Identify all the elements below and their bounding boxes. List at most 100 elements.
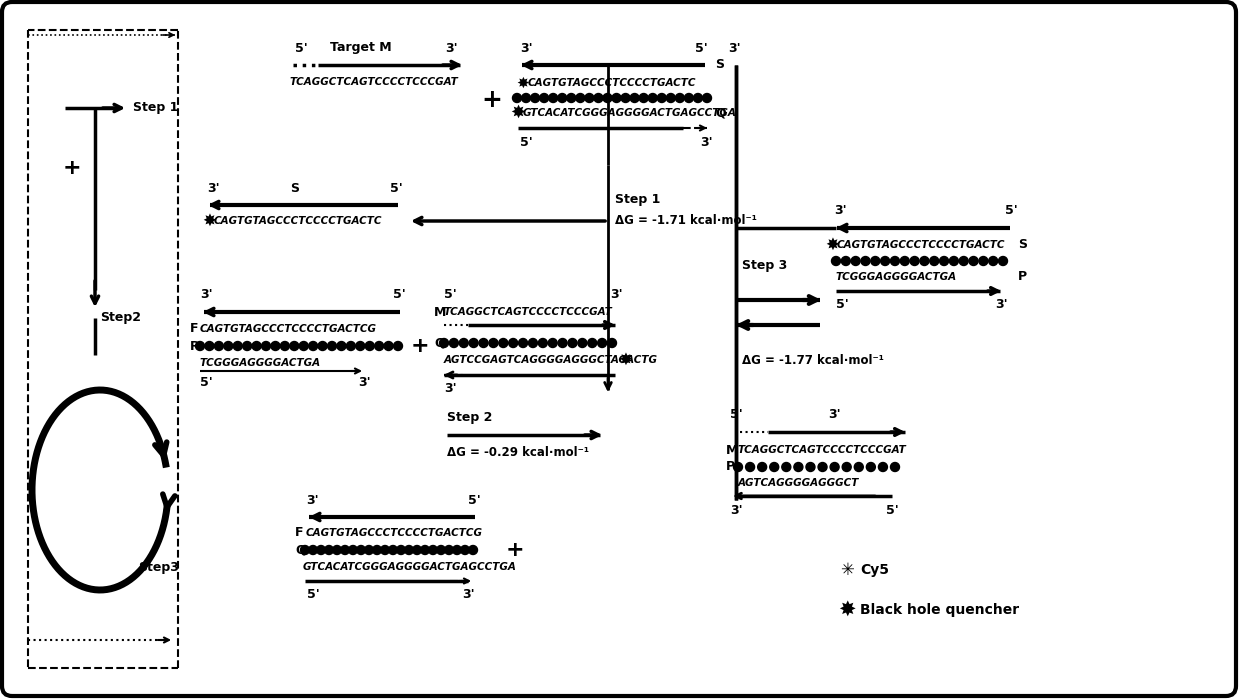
Circle shape — [567, 94, 575, 102]
Text: 5': 5' — [391, 181, 403, 195]
Circle shape — [459, 339, 469, 347]
Circle shape — [346, 342, 356, 351]
Circle shape — [930, 256, 939, 265]
Text: S: S — [290, 181, 299, 195]
Text: +: + — [481, 88, 502, 112]
Circle shape — [832, 256, 841, 265]
Circle shape — [578, 339, 587, 347]
Circle shape — [594, 94, 603, 102]
Text: 3': 3' — [728, 41, 740, 55]
Circle shape — [444, 545, 454, 554]
Circle shape — [357, 545, 366, 554]
Circle shape — [325, 545, 334, 554]
Circle shape — [666, 94, 676, 102]
Text: Step 1: Step 1 — [615, 193, 661, 206]
Circle shape — [960, 256, 968, 265]
Text: 3': 3' — [445, 41, 458, 55]
Circle shape — [585, 94, 594, 102]
Text: +: + — [410, 336, 429, 356]
Circle shape — [404, 545, 413, 554]
Circle shape — [758, 463, 766, 472]
Text: TCGGGAGGGGACTGA: TCGGGAGGGGACTGA — [836, 272, 957, 282]
Text: 3': 3' — [835, 204, 847, 216]
Text: Step 3: Step 3 — [742, 258, 787, 272]
Text: CAGTGTAGCCCTCCCCTGACTC: CAGTGTAGCCCTCCCCTGACTC — [837, 240, 1006, 250]
Circle shape — [508, 339, 517, 347]
Text: ΔG = -0.29 kcal·mol⁻¹: ΔG = -0.29 kcal·mol⁻¹ — [446, 445, 589, 458]
Text: 5': 5' — [836, 298, 848, 312]
Circle shape — [548, 339, 557, 347]
Circle shape — [469, 545, 477, 554]
Circle shape — [639, 94, 649, 102]
Text: 3': 3' — [610, 288, 622, 302]
Text: ΔG = -1.71 kcal·mol⁻¹: ΔG = -1.71 kcal·mol⁻¹ — [615, 214, 756, 227]
Circle shape — [854, 463, 863, 472]
Circle shape — [489, 339, 498, 347]
Circle shape — [603, 94, 613, 102]
Circle shape — [460, 545, 470, 554]
Circle shape — [657, 94, 666, 102]
Circle shape — [684, 94, 693, 102]
Text: CAGTGTAGCCCTCCCCTGACTCG: CAGTGTAGCCCTCCCCTGACTCG — [306, 528, 484, 538]
Circle shape — [327, 342, 336, 351]
Text: 3': 3' — [207, 181, 219, 195]
Circle shape — [781, 463, 791, 472]
Text: Target M: Target M — [330, 41, 392, 55]
Text: 3': 3' — [463, 589, 475, 601]
Text: TCGGGAGGGGACTGA: TCGGGAGGGGACTGA — [200, 358, 321, 368]
Circle shape — [522, 94, 531, 102]
Text: Step2: Step2 — [100, 312, 141, 325]
Circle shape — [613, 94, 621, 102]
Circle shape — [621, 94, 630, 102]
Circle shape — [243, 342, 252, 351]
Text: Step3: Step3 — [138, 561, 179, 575]
Circle shape — [280, 342, 289, 351]
Text: 5': 5' — [1004, 204, 1018, 216]
Text: P: P — [190, 340, 200, 353]
Circle shape — [366, 342, 374, 351]
Text: 5': 5' — [308, 589, 320, 601]
Circle shape — [880, 256, 889, 265]
Circle shape — [372, 545, 382, 554]
Circle shape — [531, 94, 539, 102]
Text: 5': 5' — [393, 288, 405, 302]
Circle shape — [558, 94, 567, 102]
Circle shape — [290, 342, 299, 351]
Circle shape — [316, 545, 325, 554]
Circle shape — [870, 256, 880, 265]
Circle shape — [436, 545, 445, 554]
Text: AGTCCGAGTCAGGGGAGGGCTACACTG: AGTCCGAGTCAGGGGAGGGCTACACTG — [444, 355, 658, 365]
Text: AGTCAGGGGAGGGCT: AGTCAGGGGAGGGCT — [738, 478, 859, 488]
Circle shape — [950, 256, 959, 265]
Circle shape — [413, 545, 422, 554]
Circle shape — [649, 94, 657, 102]
Text: Step 2: Step 2 — [446, 412, 492, 424]
Circle shape — [196, 342, 205, 351]
Circle shape — [841, 256, 851, 265]
Circle shape — [588, 339, 596, 347]
Text: 3': 3' — [828, 409, 841, 421]
Circle shape — [867, 463, 875, 472]
Circle shape — [978, 256, 988, 265]
Circle shape — [498, 339, 508, 347]
Text: 5': 5' — [729, 409, 743, 421]
Circle shape — [630, 94, 639, 102]
Circle shape — [300, 545, 310, 554]
Text: GTCACATCGGGAGGGGACTGAGCCTGA: GTCACATCGGGAGGGGACTGAGCCTGA — [303, 562, 517, 572]
Circle shape — [439, 339, 449, 347]
Text: ΔG = -1.77 kcal·mol⁻¹: ΔG = -1.77 kcal·mol⁻¹ — [742, 354, 884, 367]
Text: F: F — [190, 323, 198, 335]
Text: 3': 3' — [358, 375, 371, 389]
Circle shape — [233, 342, 242, 351]
Text: P: P — [725, 461, 735, 473]
Circle shape — [384, 342, 393, 351]
Circle shape — [215, 342, 223, 351]
Circle shape — [299, 342, 309, 351]
Circle shape — [223, 342, 233, 351]
Circle shape — [374, 342, 383, 351]
Text: 5': 5' — [520, 136, 533, 150]
Text: ✸: ✸ — [516, 76, 528, 90]
Text: P: P — [1018, 270, 1027, 284]
Circle shape — [332, 545, 341, 554]
Circle shape — [479, 339, 489, 347]
